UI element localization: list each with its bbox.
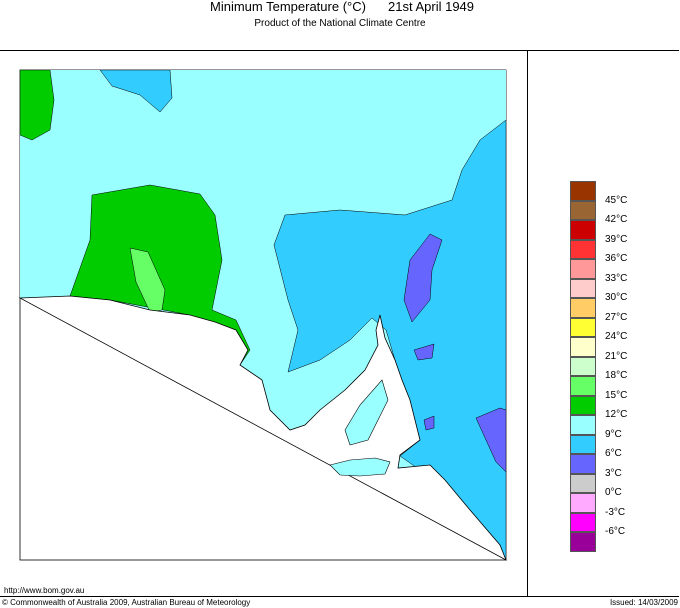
legend-swatch [570, 259, 596, 279]
legend-label: 45°C [605, 194, 628, 206]
legend-label: 6°C [605, 448, 622, 459]
legend-label: 27°C [605, 311, 628, 323]
map-title: Minimum Temperature (°C) [210, 0, 366, 14]
legend-label: -6°C [605, 526, 626, 537]
legend-divider [527, 50, 528, 596]
region-3-6c-c [423, 415, 435, 431]
map-frame [0, 50, 679, 597]
legend-swatch [570, 512, 596, 532]
legend-label: 36°C [605, 253, 628, 264]
region-12-15c-northwest [20, 70, 55, 141]
legend-swatch [570, 239, 596, 259]
legend-label: 24°C [605, 331, 628, 342]
map-date: 21st April 1949 [388, 0, 475, 14]
region-6-9c-north [99, 70, 173, 113]
legend-label: 21°C [605, 350, 628, 362]
legend-label: 9°C [605, 428, 622, 440]
legend-label: 30°C [605, 292, 628, 303]
coastline [18, 295, 507, 561]
legend-swatch [570, 200, 596, 220]
legend-swatch [570, 434, 596, 454]
footer-copyright: © Commonwealth of Australia 2009, Austra… [2, 598, 251, 607]
legend: 45°C 42°C 39°C 36°C 33°C 30°C 27°C 24°C 21°C 18°C… [570, 181, 627, 552]
legend-swatch [570, 454, 596, 474]
legend-label: 3°C [605, 467, 622, 479]
title-row: Minimum Temperature (°C) 21st April 1949 [0, 0, 680, 16]
legend-swatch [570, 181, 596, 201]
kangaroo-island [329, 457, 391, 477]
legend-label: 42°C [605, 214, 628, 225]
legend-swatch [570, 220, 596, 240]
legend-label: 33°C [605, 272, 628, 284]
legend-swatch [570, 376, 596, 396]
legend-label: 0°C [605, 487, 622, 498]
region-15-18c [129, 247, 166, 313]
legend-swatch [570, 395, 596, 415]
region-3-6c-b [413, 343, 435, 361]
legend-swatch [570, 493, 596, 513]
footer-issued: Issued: 14/03/2009 [609, 598, 678, 607]
legend-label: 18°C [605, 370, 628, 381]
legend-label: 12°C [605, 409, 628, 420]
yorke-peninsula [344, 379, 389, 446]
legend-swatch [570, 532, 596, 552]
legend-swatch [570, 415, 596, 435]
legend-swatch [570, 298, 596, 318]
legend-swatch [570, 473, 596, 493]
legend-label: -3°C [605, 506, 626, 518]
region-3-6c-d [475, 407, 506, 473]
legend-swatch [570, 317, 596, 337]
footer-url[interactable]: http://www.bom.gov.au [4, 586, 85, 595]
map-subtitle: Product of the National Climate Centre [254, 18, 426, 29]
legend-swatch [570, 337, 596, 357]
legend-swatch [570, 278, 596, 298]
legend-swatch [570, 356, 596, 376]
region-3-6c-a [403, 233, 443, 323]
legend-label: 39°C [605, 233, 628, 245]
legend-label: 15°C [605, 389, 628, 401]
